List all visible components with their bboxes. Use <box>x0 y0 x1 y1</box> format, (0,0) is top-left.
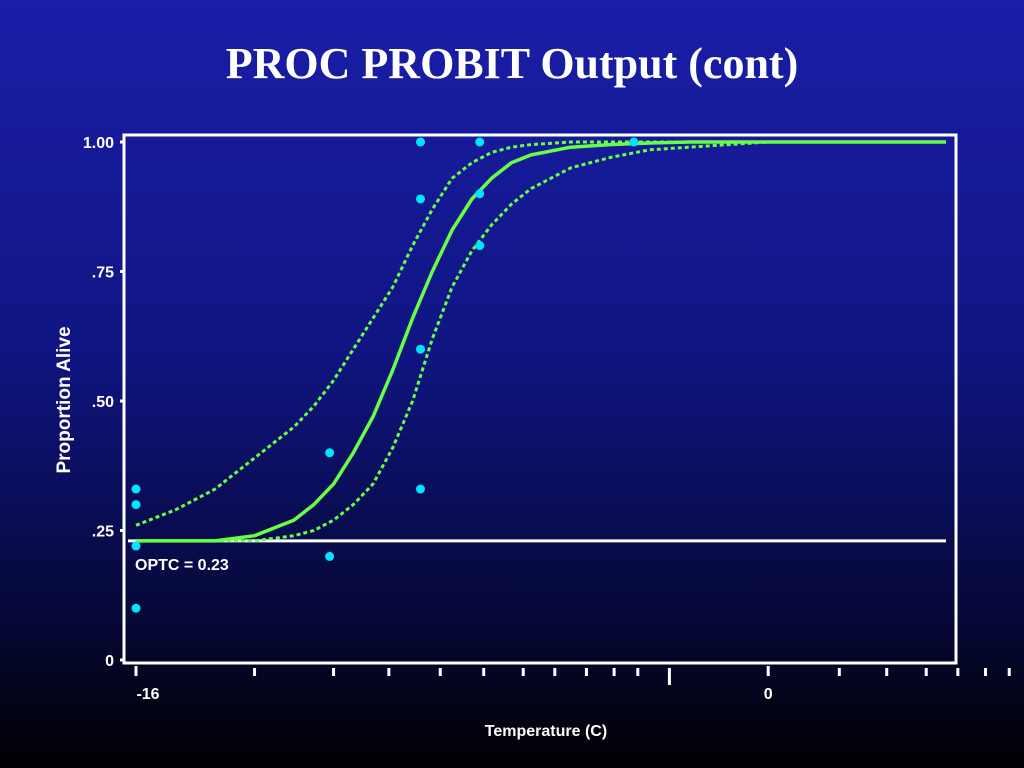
x-tick-label: 0 <box>764 686 773 703</box>
curves-layer <box>135 140 946 543</box>
confidence-band-curve-2 <box>136 140 946 543</box>
data-point <box>325 551 335 561</box>
y-axis-title: Proportion Alive <box>54 326 75 473</box>
axes-layer: 1.00 .75 .50 .25 0 -16 0 <box>83 135 1011 703</box>
data-point <box>475 241 485 251</box>
y-tick-label: .50 <box>92 394 114 411</box>
y-tick-label: .25 <box>92 524 114 541</box>
data-point <box>131 500 141 510</box>
y-tick-label: 0 <box>105 653 114 670</box>
data-point <box>475 137 485 147</box>
data-point <box>131 541 141 551</box>
data-point <box>475 189 485 199</box>
slide-title: PROC PROBIT Output (cont) <box>225 39 799 88</box>
fitted-probit-curve <box>136 140 946 543</box>
confidence-band-curve-1 <box>135 140 946 527</box>
plot-frame <box>122 133 958 665</box>
y-tick-label: .75 <box>92 265 114 282</box>
plot-frame-layer <box>122 133 958 665</box>
data-point <box>415 484 425 494</box>
data-point <box>131 484 141 494</box>
y-tick-label: 1.00 <box>83 135 114 152</box>
x-axis-title: Temperature (C) <box>485 723 607 740</box>
x-tick-label: -16 <box>136 686 159 703</box>
data-point <box>131 603 141 613</box>
data-point <box>415 194 425 204</box>
data-point <box>415 344 425 354</box>
optc-annotation: OPTC = 0.23 <box>135 557 229 574</box>
data-point <box>325 448 335 458</box>
data-point <box>629 137 639 147</box>
points-layer <box>131 137 639 613</box>
data-point <box>415 137 425 147</box>
